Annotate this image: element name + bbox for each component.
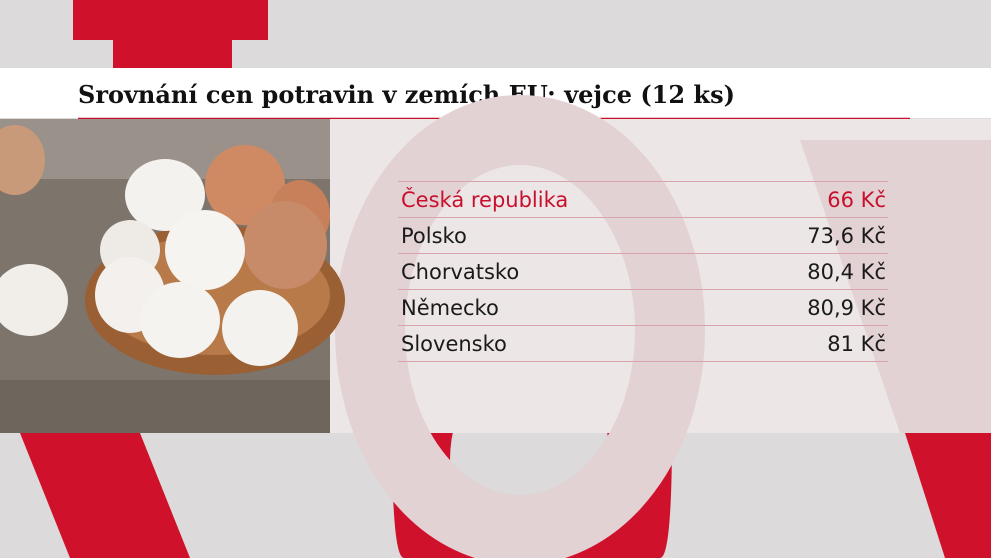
deco-left [20,433,190,558]
price: 66 Kč [827,188,886,212]
price: 73,6 Kč [807,224,886,248]
country: Německo [401,296,499,320]
country: Chorvatsko [401,260,519,284]
country: Slovensko [401,332,507,356]
price: 80,9 Kč [807,296,886,320]
deco-right [905,433,991,558]
deco-top [73,0,268,68]
photo [0,119,345,433]
price: 81 Kč [827,332,886,356]
country: Česká republika [401,187,568,212]
price: 80,4 Kč [807,260,886,284]
title: Srovnání cen potravin v zemích EU: vejce… [78,80,735,109]
panel-watermark-v [800,140,991,433]
country: Polsko [401,224,467,248]
panel-watermark [335,95,705,558]
